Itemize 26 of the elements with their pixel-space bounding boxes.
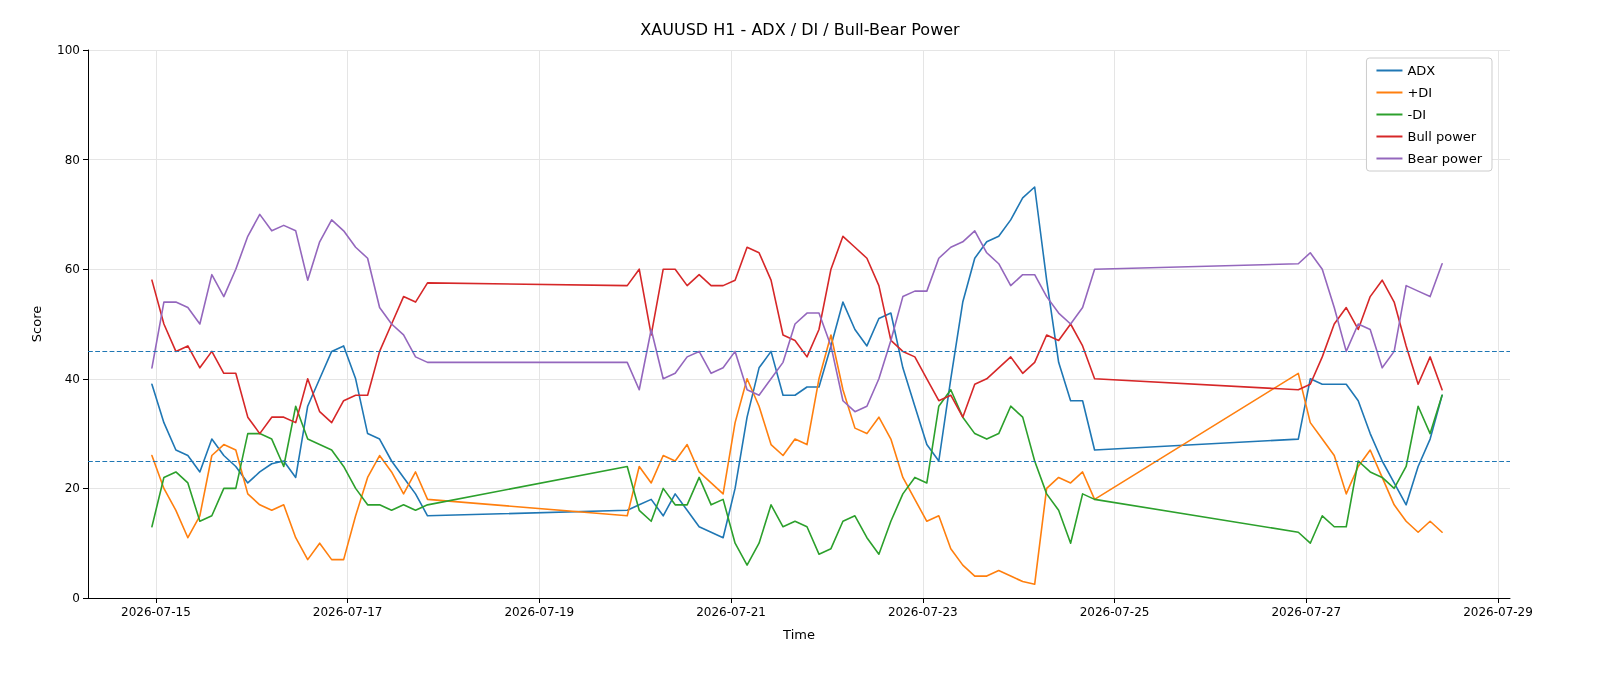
line-series — [151, 235, 1443, 435]
y-axis-title: Score — [29, 305, 44, 343]
y-tick-label: 60 — [64, 262, 80, 277]
legend-label: Bull power — [1407, 129, 1477, 144]
y-tick-label: 20 — [64, 481, 80, 496]
y-tick-label: 40 — [64, 371, 80, 386]
y-tick-label: 80 — [64, 152, 80, 167]
x-tick-label: 2026-07-23 — [887, 605, 958, 619]
x-tick-label: 2026-07-29 — [1463, 605, 1533, 619]
legend-label: ADX — [1407, 63, 1436, 78]
chart-title: XAUUSD H1 - ADX / DI / Bull-Bear Power — [640, 19, 961, 39]
x-tick-label: 2026-07-27 — [1271, 605, 1342, 619]
legend-label: -DI — [1407, 107, 1427, 122]
line-series — [151, 334, 1443, 586]
x-tick-label: 2026-07-15 — [121, 605, 191, 619]
y-tick-label: 0 — [72, 591, 80, 605]
line-series — [151, 213, 1443, 413]
y-tick-label: 100 — [57, 43, 80, 57]
x-axis-title: Time — [782, 627, 815, 642]
line-series — [151, 388, 1443, 566]
legend-label: +DI — [1407, 85, 1433, 100]
x-tick-label: 2026-07-19 — [504, 605, 575, 619]
legend-label: Bear power — [1407, 151, 1483, 166]
x-tick-label: 2026-07-25 — [1079, 605, 1150, 619]
x-tick-label: 2026-07-21 — [696, 605, 766, 619]
x-tick-label: 2026-07-17 — [312, 605, 383, 619]
